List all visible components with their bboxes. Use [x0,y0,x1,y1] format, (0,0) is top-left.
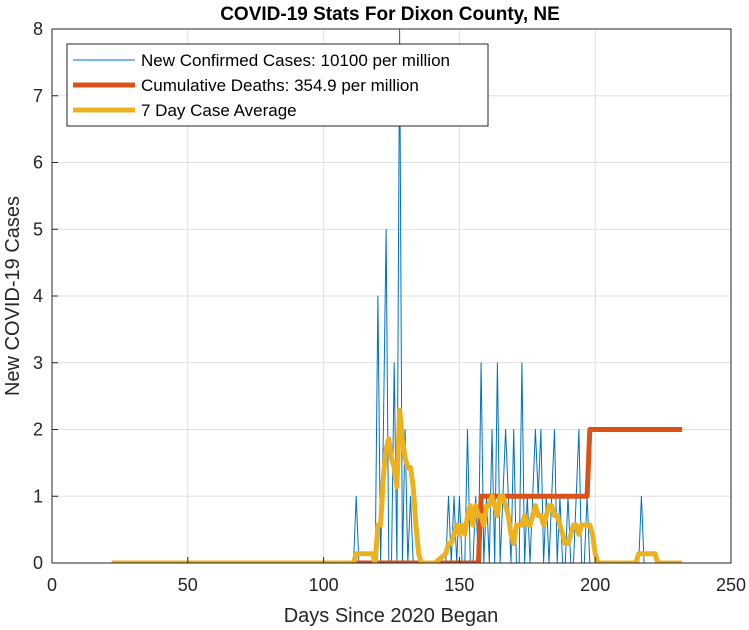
y-tick-label: 4 [33,286,43,306]
x-tick-label: 200 [580,575,610,595]
x-tick-label: 50 [178,575,198,595]
series-line-2 [111,407,683,563]
x-axis-label: Days Since 2020 Began [284,605,499,627]
y-tick-label: 6 [33,153,43,173]
y-tick-label: 1 [33,486,43,506]
y-tick-label: 5 [33,219,43,239]
legend-label-0: New Confirmed Cases: 10100 per million [141,51,450,70]
legend-label-2: 7 Day Case Average [141,101,297,120]
y-tick-label: 7 [33,86,43,106]
legend-box [66,43,489,127]
axis-ticks: 0 50 100 150 200 250 0 1 2 3 4 5 6 7 8 [33,19,746,595]
y-tick-label: 2 [33,420,43,440]
series-group [111,29,683,563]
y-axis-label: New COVID-19 Cases [2,196,24,396]
series-line-1 [111,427,683,563]
chart-title: COVID-19 Stats For Dixon County, NE [220,4,560,25]
series-layer [111,29,683,563]
x-tick-label: 0 [47,575,57,595]
x-tick-label: 250 [716,575,746,595]
y-tick-label: 0 [33,553,43,573]
legend: New Confirmed Cases: 10100 per million Cu… [66,43,489,127]
y-tick-label: 8 [33,19,43,39]
y-tick-label: 3 [33,353,43,373]
x-tick-label: 150 [444,575,474,595]
series-line-0 [111,29,683,563]
legend-label-1: Cumulative Deaths: 354.9 per million [141,76,419,95]
x-tick-label: 100 [309,575,339,595]
